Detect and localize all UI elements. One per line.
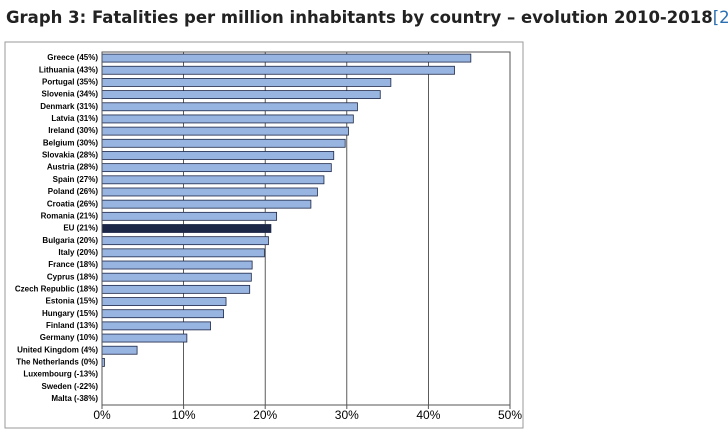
- bar: [102, 65, 455, 75]
- bar: [102, 260, 253, 270]
- bar: [102, 78, 392, 87]
- bar: [102, 357, 105, 367]
- category-label: Ireland (30%): [48, 126, 98, 135]
- x-tick-label: 30%: [335, 408, 359, 422]
- category-label: Belgium (30%): [43, 138, 98, 147]
- bar: [102, 211, 278, 221]
- bar: [102, 321, 211, 331]
- category-label: Lithuania (43%): [39, 65, 98, 74]
- category-label: Luxembourg (-13%): [23, 370, 98, 379]
- x-tick-label: 10%: [172, 408, 196, 422]
- bar: [102, 333, 188, 343]
- footnote-link[interactable]: [2]: [712, 8, 728, 27]
- category-label: The Netherlands (0%): [16, 358, 98, 367]
- category-label: Sweden (-22%): [42, 382, 99, 391]
- bar: [102, 163, 332, 173]
- category-label: Portugal (35%): [42, 78, 98, 87]
- category-label: Finland (13%): [46, 321, 98, 330]
- chart-title: Graph 3: Fatalities per million inhabita…: [6, 8, 713, 27]
- x-tick-label: 50%: [498, 408, 522, 422]
- category-label: Poland (26%): [48, 187, 99, 196]
- category-label: Slovakia (28%): [42, 151, 98, 160]
- bar: [102, 199, 312, 209]
- bar: [102, 345, 138, 355]
- category-label: Austria (28%): [47, 163, 98, 172]
- category-label: France (18%): [48, 260, 98, 269]
- category-label: Malta (-38%): [51, 394, 98, 403]
- category-label: Romania (21%): [41, 211, 99, 220]
- category-label: Denmark (31%): [40, 102, 98, 111]
- bar: [102, 138, 346, 148]
- category-label: Croatia (26%): [47, 199, 98, 208]
- x-tick-label: 0%: [93, 408, 111, 422]
- x-tick-label: 40%: [416, 408, 440, 422]
- bar: [102, 309, 224, 319]
- bar: [102, 272, 252, 282]
- category-label: Hungary (15%): [42, 309, 98, 318]
- bar: [102, 297, 227, 306]
- bar: [102, 151, 335, 160]
- bar: [102, 175, 325, 185]
- labels: 0% 10% 20% 30% 40% 50% Greece (45%) Lithuania (…: [15, 53, 522, 422]
- category-label: Greece (45%): [47, 53, 98, 62]
- category-label: Latvia (31%): [51, 114, 98, 123]
- category-label: Germany (10%): [40, 333, 99, 342]
- bar: [102, 126, 349, 136]
- category-label: Bulgaria (20%): [42, 236, 98, 245]
- category-label: Cyprus (18%): [47, 272, 98, 281]
- category-label: Estonia (15%): [46, 297, 99, 306]
- chart-title-row: Graph 3: Fatalities per million inhabita…: [6, 8, 728, 27]
- category-label: Italy (20%): [58, 248, 98, 257]
- bar: [102, 187, 318, 197]
- bars: [102, 53, 472, 404]
- plot-border: [101, 51, 511, 406]
- bar: [102, 114, 354, 124]
- chart-frame: [4, 41, 524, 429]
- category-label: Czech Republic (18%): [15, 284, 98, 293]
- x-tick-label: 20%: [253, 408, 277, 422]
- bar: [102, 224, 272, 233]
- bar: [102, 53, 472, 63]
- bar: [102, 248, 265, 258]
- bar: [102, 284, 251, 294]
- bar: [102, 90, 381, 100]
- category-label: Slovenia (34%): [42, 90, 99, 99]
- category-label: EU (21%): [63, 224, 98, 233]
- bar: [102, 102, 358, 112]
- category-label: United Kingdom (4%): [17, 345, 98, 354]
- category-label: Spain (27%): [53, 175, 99, 184]
- bar: [102, 236, 269, 246]
